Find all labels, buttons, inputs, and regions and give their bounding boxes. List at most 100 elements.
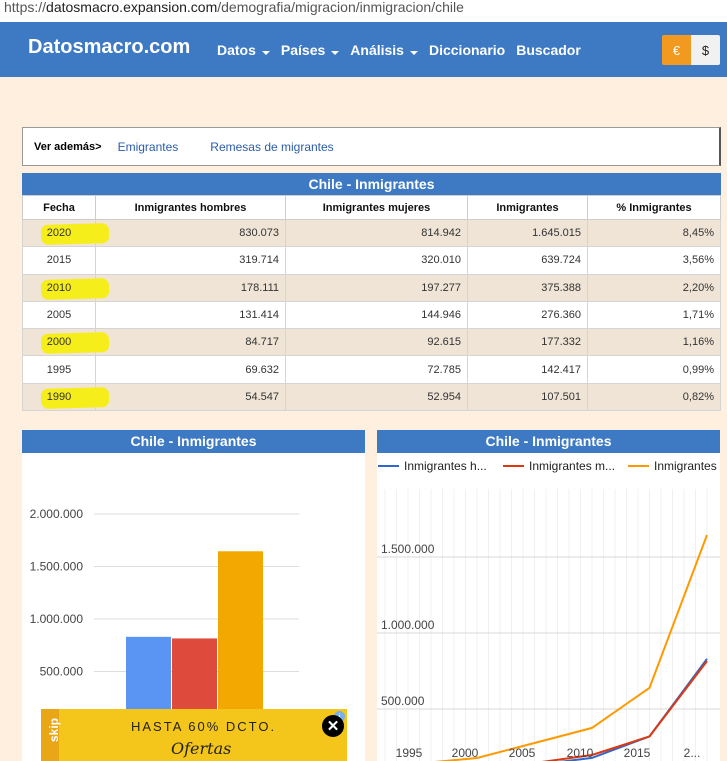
col-fecha[interactable]: Fecha [22,195,96,220]
x-tick-label: 2005 [509,746,536,760]
y-tick-label: 1.500.000 [381,542,435,556]
nav-paises[interactable]: Países [280,42,340,58]
col-inmigrantes[interactable]: Inmigrantes [467,195,588,220]
cell-pct: 1,16% [587,328,721,357]
table-row: 2010 178.111 197.277 375.388 2,20% [22,273,721,302]
nav-analisis[interactable]: Análisis [350,42,418,58]
line-chart: Inmigrantes h... Inmigrantes m... Inmigran… [373,459,720,761]
nav-buscador[interactable]: Buscador [516,42,581,58]
col-mujeres[interactable]: Inmigrantes mujeres [285,195,468,220]
cell-total: 142.417 [467,355,588,384]
y-tick-label: 2.000.000 [30,507,84,521]
address-bar[interactable]: https://datosmacro.expansion.com/demogra… [0,0,727,22]
cell-total: 375.388 [467,273,588,302]
currency-usd-button[interactable]: $ [691,35,720,65]
advertisement-banner[interactable]: skip HASTA 60% DCTO. Ofertas i [41,709,347,761]
y-tick-label: 500.000 [381,694,425,708]
cell-men: 178.111 [95,273,286,302]
nav-datos-label: Datos [217,42,256,58]
chevron-down-icon [261,51,270,55]
cell-fecha-text: 2005 [46,309,72,322]
x-tick-label: 2... [684,746,701,760]
line-chart-title: Chile - Inmigrantes [377,430,720,453]
link-emigrantes[interactable]: Emigrantes [117,139,179,154]
series-line [558,658,708,761]
immigrants-table: Fecha Inmigrantes hombres Inmigrantes mu… [22,195,721,412]
cell-pct: 2,20% [587,273,721,302]
cell-total: 639.724 [467,246,588,275]
see-also-label: Ver además> [34,140,102,153]
ad-side-text: skip [47,717,62,743]
cell-fecha: 2010 [22,273,110,302]
cell-women: 320.010 [285,246,468,275]
cell-men: 319.714 [95,246,286,275]
cell-fecha-text: 2010 [46,281,72,294]
legend-label: Inmigrantes [654,459,717,473]
url-scheme: https:// [4,0,47,15]
cell-men: 830.073 [95,218,286,248]
legend-label: Inmigrantes m... [529,459,615,473]
x-tick-label: 2015 [624,746,651,760]
col-porcentaje[interactable]: % Inmigrantes [587,195,721,220]
x-tick-label: 2010 [567,746,594,760]
cell-total: 1.645.015 [467,218,588,248]
nav-diccionario[interactable]: Diccionario [429,42,505,58]
nav-paises-label: Países [280,42,326,58]
y-tick-label: 500.000 [40,665,84,679]
y-tick-label: 1.000.000 [381,618,435,632]
cell-women: 52.954 [285,382,468,412]
bar-chart-title: Chile - Inmigrantes [22,430,365,453]
cell-total: 107.501 [467,382,588,412]
main-nav: Datos Países Análisis Diccionario Buscad… [217,42,592,58]
currency-eur-button[interactable]: € [662,35,691,65]
y-tick-label: 1.000.000 [30,612,84,626]
x-tick-label: 1995 [396,746,423,760]
table-row: 2020 830.073 814.942 1.645.015 8,45% [22,218,721,248]
cell-men: 69.632 [95,355,286,384]
nav-analisis-label: Análisis [350,42,404,58]
table-row: 2000 84.717 92.615 177.332 1,16% [22,328,721,357]
cell-fecha: 2020 [22,218,110,248]
cell-pct: 3,56% [587,246,721,275]
cell-women: 144.946 [285,300,468,330]
cell-total: 177.332 [467,328,588,357]
cell-fecha-text: 2015 [46,254,72,267]
table-title: Chile - Inmigrantes [22,173,721,195]
legend-label: Inmigrantes h... [404,459,487,473]
cell-fecha: 2005 [22,300,96,330]
ad-side-strip: skip [41,709,62,761]
close-icon[interactable]: ✕ [322,715,344,737]
cell-men: 54.547 [95,382,286,412]
bar-chart-panel: Chile - Inmigrantes 0500.0001.000.0001.5… [22,430,365,761]
cell-women: 814.942 [285,218,468,248]
link-remesas[interactable]: Remesas de migrantes [210,139,334,154]
cell-total: 276.360 [467,300,588,330]
table-header-row: Fecha Inmigrantes hombres Inmigrantes mu… [22,195,721,220]
url-host: datosmacro.expansion.com [46,0,218,15]
nav-datos[interactable]: Datos [217,42,270,58]
chevron-down-icon [331,51,340,55]
cell-women: 197.277 [285,273,468,302]
nav-diccionario-label: Diccionario [428,42,506,58]
cell-women: 92.615 [285,328,468,357]
col-hombres[interactable]: Inmigrantes hombres [95,195,286,220]
bar [218,551,263,724]
y-tick-label: 1.500.000 [30,560,84,574]
top-navbar: Datosmacro.com Datos Países Análisis Dic… [0,22,727,77]
cell-pct: 1,71% [587,300,721,330]
x-tick-label: 2000 [452,746,479,760]
see-also-bar: Ver además> Emigrantes Remesas de migran… [22,127,721,166]
cell-fecha-text: 1990 [46,390,72,403]
url-path: /demografia/migracion/inmigracion/chile [217,0,464,15]
table-row: 1995 69.632 72.785 142.417 0,99% [22,355,721,384]
table-row: 1990 54.547 52.954 107.501 0,82% [22,382,721,412]
table-row: 2005 131.414 144.946 276.360 1,71% [22,300,721,330]
cell-fecha: 1995 [22,355,96,384]
line-chart-panel: Chile - Inmigrantes Inmigrantes h... Inmi… [373,430,720,761]
cell-pct: 0,82% [587,382,721,412]
cell-men: 84.717 [95,328,286,357]
site-logo[interactable]: Datosmacro.com [28,36,191,58]
table-row: 2015 319.714 320.010 639.724 3,56% [22,246,721,275]
nav-buscador-label: Buscador [516,42,581,58]
